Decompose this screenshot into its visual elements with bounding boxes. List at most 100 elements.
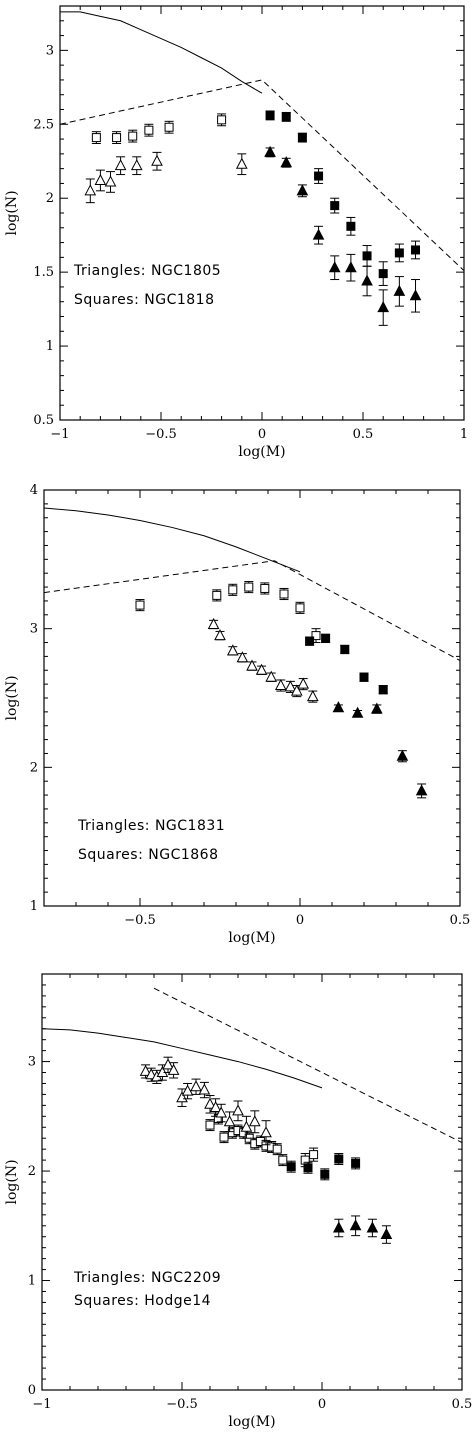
filled-square-point xyxy=(378,685,388,695)
open-square-point xyxy=(228,585,238,595)
filled-square-point xyxy=(346,221,356,231)
dashed-curve xyxy=(44,560,460,662)
open-square-point xyxy=(272,1144,282,1154)
open-triangle-point xyxy=(176,1091,188,1103)
filled-triangle-point xyxy=(312,228,325,240)
solid-curve xyxy=(44,507,301,573)
open-triangle-point xyxy=(306,690,319,702)
open-triangle-point xyxy=(223,1115,236,1127)
x-axis-title: log(M) xyxy=(238,444,285,460)
filled-triangle-point xyxy=(351,706,364,718)
open-square-point xyxy=(311,631,321,641)
filled-triangle-point xyxy=(264,145,276,157)
y-tick-label: 1 xyxy=(46,339,54,354)
open-triangle-point xyxy=(204,1097,216,1109)
filled-triangle-point xyxy=(366,1221,379,1233)
plot-frame xyxy=(41,973,463,1391)
open-square-point xyxy=(260,583,270,593)
open-triangle-point xyxy=(181,1084,194,1096)
y-tick-label: 0.5 xyxy=(33,413,54,428)
open-square-point xyxy=(164,122,174,132)
filled-triangle-point xyxy=(377,301,390,313)
y-tick-label: 2 xyxy=(28,1164,36,1179)
x-tick-label: 0 xyxy=(296,913,304,928)
panel-2: −0.5 0 0.5 1 2 3 4 log(M) log(N) Triangles: NGC18… xyxy=(4,483,470,946)
filled-square-point xyxy=(394,248,404,258)
filled-triangle-point xyxy=(409,289,422,301)
y-axis-title: log(N) xyxy=(4,675,20,720)
open-square-point xyxy=(295,603,305,613)
open-triangle-point xyxy=(274,678,287,691)
y-axis-title: log(N) xyxy=(4,1159,20,1204)
open-triangle-point xyxy=(284,680,297,692)
y-tick-label: 1.5 xyxy=(33,265,54,280)
y-tick-label: 2.5 xyxy=(33,117,54,132)
filled-square-point xyxy=(362,251,372,261)
open-triangle-point xyxy=(162,1058,174,1070)
legend-annotation: Triangles: NGC2209 xyxy=(73,1270,221,1286)
y-tick-label: 3 xyxy=(28,1055,36,1070)
y-tick-label: 3 xyxy=(46,43,54,58)
open-square-point xyxy=(244,582,254,592)
x-tick-label: 0 xyxy=(318,1397,326,1412)
open-square-point xyxy=(217,115,227,125)
plot-frame xyxy=(43,489,461,907)
x-tick-label: 0.5 xyxy=(452,1397,473,1412)
filled-triangle-point xyxy=(361,274,373,286)
y-tick-label: 1 xyxy=(28,1274,36,1289)
y-tick-label: 2 xyxy=(30,760,38,775)
open-triangle-point xyxy=(214,629,226,641)
y-tick-label: 1 xyxy=(30,899,38,914)
x-axis-title: log(M) xyxy=(228,930,275,946)
open-triangle-point xyxy=(297,677,310,689)
filled-square-point xyxy=(281,112,291,122)
filled-triangle-point xyxy=(415,784,428,796)
filled-triangle-point xyxy=(332,701,345,713)
x-tick-label: −1 xyxy=(32,1397,51,1412)
open-triangle-point xyxy=(104,175,117,187)
filled-triangle-point xyxy=(380,1227,393,1240)
dashed-curve xyxy=(60,79,464,272)
filled-square-point xyxy=(320,1169,330,1179)
filled-square-point xyxy=(265,110,275,120)
open-triangle-point xyxy=(167,1063,180,1075)
open-square-point xyxy=(112,133,122,143)
open-square-point xyxy=(135,600,145,610)
x-axis-title: log(M) xyxy=(228,1414,275,1430)
filled-triangle-point xyxy=(370,702,383,714)
filled-triangle-point xyxy=(296,184,309,196)
y-tick-label: 4 xyxy=(30,483,38,498)
open-triangle-point xyxy=(190,1080,202,1092)
open-triangle-point xyxy=(209,1100,222,1113)
open-triangle-point xyxy=(151,154,163,166)
legend-annotation: Squares: NGC1818 xyxy=(74,292,214,308)
filled-square-point xyxy=(330,201,340,211)
open-square-point xyxy=(144,125,154,135)
legend-annotation: Triangles: NGC1805 xyxy=(73,263,221,279)
x-tick-label: −1 xyxy=(50,427,69,442)
y-axis-title: log(N) xyxy=(4,190,20,235)
open-triangle-point xyxy=(246,659,258,671)
open-triangle-point xyxy=(248,1115,261,1127)
dashed-curve xyxy=(153,987,462,1144)
x-tick-label: −0.5 xyxy=(124,913,156,928)
open-square-point xyxy=(128,131,138,141)
filled-square-point xyxy=(334,1154,344,1164)
filled-square-point xyxy=(359,672,369,682)
x-tick-label: −0.5 xyxy=(145,427,177,442)
x-tick-label: −0.5 xyxy=(166,1397,198,1412)
filled-triangle-point xyxy=(345,261,357,273)
filled-square-point xyxy=(321,633,331,643)
y-tick-label: 2 xyxy=(46,191,54,206)
y-tick-label: 3 xyxy=(30,622,38,637)
y-tick-label: 0 xyxy=(28,1383,36,1398)
panel-3: −1 −0.5 0 0.5 0 1 2 3 log(M) log(N) Triangles: NGC… xyxy=(4,973,473,1430)
open-triangle-point xyxy=(198,1083,211,1095)
x-tick-label: 0.5 xyxy=(353,427,374,442)
open-square-point xyxy=(219,1132,229,1142)
open-triangle-point xyxy=(207,617,220,630)
filled-square-point xyxy=(286,1162,296,1172)
solid-curve xyxy=(60,11,263,94)
legend-annotation: Squares: Hodge14 xyxy=(74,1293,211,1309)
